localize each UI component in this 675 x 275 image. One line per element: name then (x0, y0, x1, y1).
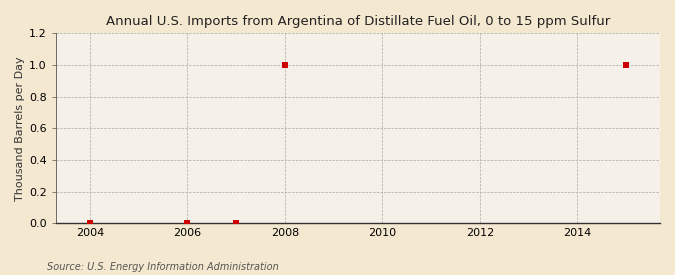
Y-axis label: Thousand Barrels per Day: Thousand Barrels per Day (15, 56, 25, 200)
Point (279, 63, 290, 67)
Point (231, 221, 242, 225)
Title: Annual U.S. Imports from Argentina of Distillate Fuel Oil, 0 to 15 ppm Sulfur: Annual U.S. Imports from Argentina of Di… (106, 15, 610, 28)
Point (182, 221, 193, 225)
Text: Source: U.S. Energy Information Administration: Source: U.S. Energy Information Administ… (47, 262, 279, 272)
Point (620, 63, 631, 67)
Point (84, 221, 95, 225)
